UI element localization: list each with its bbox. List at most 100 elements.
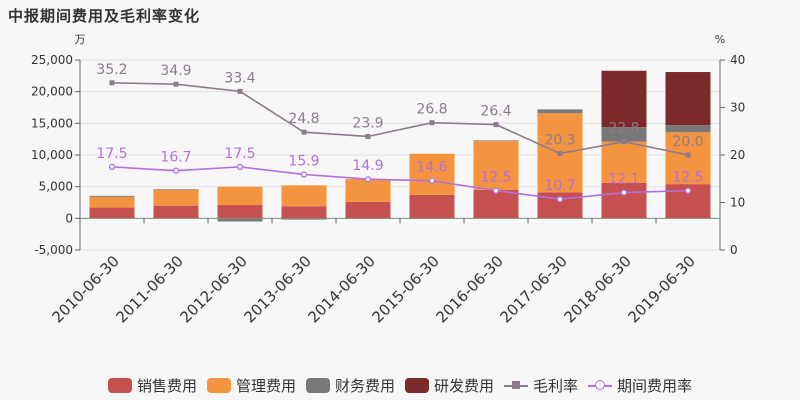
bar-segment[interactable] <box>345 179 391 202</box>
y-right-tick-label: 0 <box>730 243 738 257</box>
legend-item-admin[interactable]: 管理费用 <box>206 375 296 396</box>
chart-title: 中报期间费用及毛利率变化 <box>8 7 201 25</box>
legend-label-expense-ratio: 期间费用率 <box>617 376 693 395</box>
line-point[interactable] <box>620 189 628 196</box>
line-point[interactable] <box>493 122 499 128</box>
bar-segment[interactable] <box>281 206 327 219</box>
data-label: 22.8 <box>608 121 639 137</box>
y-left-tick-label: 15,000 <box>31 116 73 130</box>
x-tick-label: 2016-06-30 <box>432 252 506 326</box>
legend: 销售费用 管理费用 财务费用 研发费用 毛利率 期间费用率 <box>0 374 800 396</box>
line-point[interactable] <box>237 88 243 94</box>
line-point[interactable] <box>364 176 372 183</box>
line-point[interactable] <box>556 196 564 203</box>
data-label: 17.5 <box>224 146 255 162</box>
y-left-tick-label: 10,000 <box>31 148 73 162</box>
bar-segment[interactable] <box>665 125 711 133</box>
legend-item-rnd[interactable]: 研发费用 <box>405 375 494 396</box>
data-labels: 35.2 34.9 33.4 24.8 23.9 26.8 26.4 20.3 22.8 20.0… <box>96 62 703 194</box>
bar-segment[interactable] <box>409 194 455 219</box>
bar-segment[interactable] <box>89 195 135 197</box>
bar-segment[interactable] <box>473 141 519 190</box>
legend-item-gross-margin[interactable]: 毛利率 <box>504 375 578 396</box>
bar-segment[interactable] <box>281 185 327 207</box>
data-label: 12.5 <box>480 170 511 186</box>
line-point[interactable] <box>557 151 563 157</box>
line-point[interactable] <box>492 187 500 194</box>
legend-label-admin: 管理费用 <box>235 376 296 395</box>
bar-segment[interactable] <box>473 140 519 142</box>
y-left-tick-label: 0 <box>65 211 73 225</box>
data-label: 26.8 <box>416 102 447 118</box>
data-label: 10.7 <box>544 178 575 194</box>
y-left-tick-label: -5,000 <box>34 243 73 257</box>
bar-segment[interactable] <box>601 70 647 128</box>
x-tick-label: 2011-06-30 <box>112 252 186 326</box>
y-right-unit: % <box>715 33 725 46</box>
legend-item-expense-ratio[interactable]: 期间费用率 <box>588 375 692 396</box>
line-point[interactable] <box>428 177 436 184</box>
line-point[interactable] <box>621 139 627 145</box>
y-right-tick-label: 20 <box>730 148 745 162</box>
x-tick-label: 2013-06-30 <box>240 252 314 326</box>
series-line <box>111 166 689 200</box>
data-label: 16.7 <box>160 150 191 166</box>
x-tick-label: 2012-06-30 <box>176 252 250 326</box>
line-point[interactable] <box>108 163 116 171</box>
bar-segment[interactable] <box>601 182 647 219</box>
y-right-tick-label: 10 <box>730 196 745 210</box>
legend-item-finance[interactable]: 财务费用 <box>305 375 395 396</box>
bar-segment[interactable] <box>345 201 391 219</box>
data-label: 35.2 <box>96 62 127 78</box>
y-right-tick-label: 30 <box>730 101 745 115</box>
data-label: 33.4 <box>224 70 255 86</box>
x-tick-label: 2017-06-30 <box>496 252 570 326</box>
bar-segment[interactable] <box>473 189 519 219</box>
legend-item-sales[interactable]: 销售费用 <box>107 375 197 396</box>
data-label: 26.4 <box>480 104 511 120</box>
legend-swatch-rnd <box>405 377 429 393</box>
bar-segment[interactable] <box>665 72 711 126</box>
line-point[interactable] <box>172 167 180 174</box>
y-left-unit: 万 <box>75 33 86 46</box>
bar-segment[interactable] <box>89 196 135 208</box>
line-point[interactable] <box>236 163 244 171</box>
legend-label-rnd: 研发费用 <box>434 376 495 395</box>
line-point[interactable] <box>365 133 371 139</box>
bar-segment[interactable] <box>153 189 199 190</box>
legend-swatch-admin <box>206 377 231 393</box>
data-label: 15.9 <box>288 153 319 169</box>
data-label: 17.5 <box>96 146 127 162</box>
line-point[interactable] <box>173 81 179 87</box>
line-point[interactable] <box>429 120 435 126</box>
bar-group <box>89 70 711 222</box>
bar-segment[interactable] <box>537 109 583 114</box>
series-line <box>111 82 689 156</box>
bar-segment[interactable] <box>601 141 647 183</box>
bar-segment[interactable] <box>153 189 199 206</box>
bar-segment[interactable] <box>409 153 455 195</box>
bar-segment[interactable] <box>217 218 263 222</box>
line-point[interactable] <box>685 152 691 158</box>
legend-label-gross-margin: 毛利率 <box>533 376 579 395</box>
x-tick-label: 2019-06-30 <box>624 252 698 326</box>
y-right-tick-label: 40 <box>730 53 745 67</box>
bar-segment[interactable] <box>601 127 647 142</box>
legend-marker-gross-margin <box>504 378 529 393</box>
y-left-tick-label: 20,000 <box>31 85 73 99</box>
line-point[interactable] <box>684 187 692 194</box>
x-tick-label: 2018-06-30 <box>560 252 634 326</box>
data-label: 20.0 <box>672 134 703 150</box>
y-left-tick-label: 5,000 <box>39 180 73 194</box>
line-point[interactable] <box>301 129 307 135</box>
line-point[interactable] <box>109 80 115 86</box>
bar-segment[interactable] <box>217 205 263 219</box>
data-label: 14.6 <box>416 160 447 176</box>
bar-segment[interactable] <box>217 186 263 206</box>
line-point[interactable] <box>300 171 308 178</box>
bar-segment[interactable] <box>89 207 135 219</box>
bar-segment[interactable] <box>281 218 327 220</box>
bar-segment[interactable] <box>153 205 199 219</box>
x-tick-label: 2010-06-30 <box>48 252 122 326</box>
bar-segment[interactable] <box>665 132 711 185</box>
